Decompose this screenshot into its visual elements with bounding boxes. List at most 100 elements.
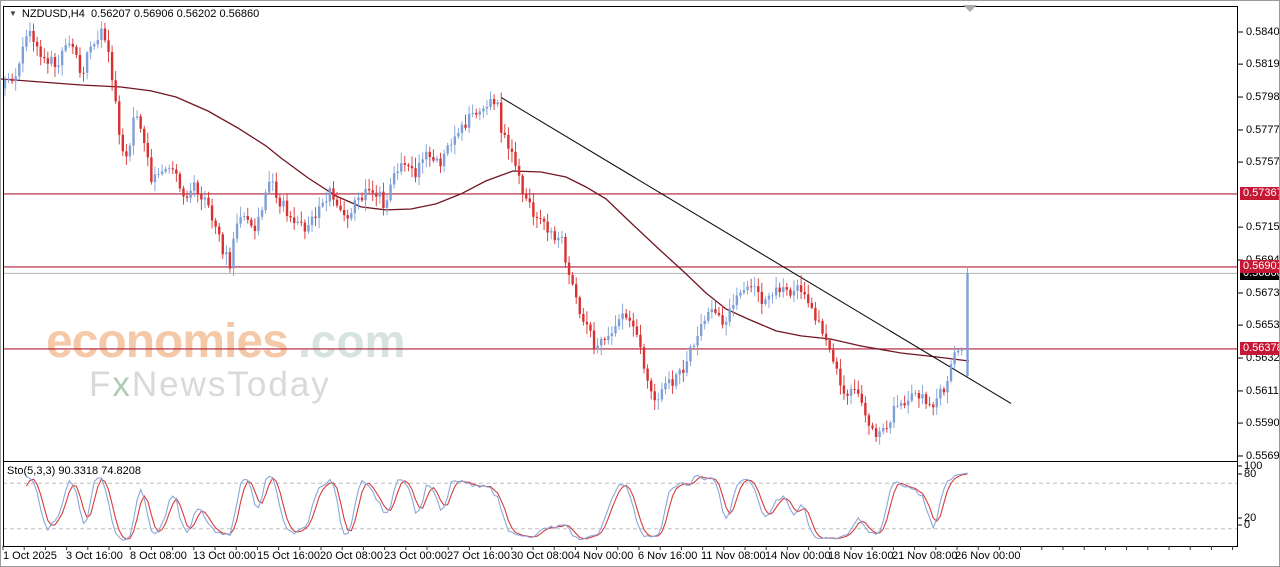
candle-body (667, 379, 671, 384)
candle-body (839, 368, 842, 386)
candle-body (457, 132, 460, 137)
candle-body (603, 338, 606, 341)
candle-body (407, 164, 410, 167)
candle-body (260, 210, 264, 217)
candle-body (382, 191, 385, 209)
candle-body (193, 182, 196, 191)
candle-body (692, 345, 696, 347)
candle-body (82, 72, 85, 74)
candle-body (678, 369, 681, 375)
candle-body (71, 43, 75, 48)
candle-body (221, 234, 224, 255)
candle-body (685, 361, 689, 373)
candle-body (632, 320, 635, 327)
candle-body (935, 398, 938, 408)
candle-body (307, 225, 310, 232)
candle-body (542, 218, 546, 222)
candle-body (717, 312, 721, 316)
candle-body (210, 205, 214, 221)
candle-body (171, 168, 174, 170)
candle-body (949, 364, 953, 382)
candle-body (378, 191, 382, 197)
candle-body (892, 406, 896, 423)
candle-body (749, 286, 753, 288)
candle-body (346, 215, 349, 219)
price-axis-label: 0.57775 (1246, 123, 1280, 136)
candle-body (849, 389, 853, 396)
candle-body (125, 151, 128, 157)
price-axis-label: 0.56735 (1246, 286, 1280, 299)
candle-body (932, 404, 935, 408)
collapse-triangle-icon[interactable]: ▼ (9, 9, 17, 18)
candle-body (857, 389, 860, 394)
candle-body (582, 314, 585, 322)
candle-body (43, 56, 46, 59)
candle-body (557, 237, 560, 241)
candle-body (339, 205, 342, 210)
candle-body (232, 238, 235, 269)
candle-body (321, 202, 324, 207)
candle-body (807, 294, 810, 304)
candle-body (896, 405, 899, 407)
candle-body (910, 393, 913, 401)
candle-body (264, 192, 267, 211)
candle-body (696, 335, 699, 346)
candle-body (921, 394, 924, 399)
candle-body (128, 145, 132, 157)
candle-body (114, 80, 117, 102)
candle-body (432, 156, 435, 161)
candle-body (28, 30, 32, 37)
candle-body (335, 199, 339, 206)
candle-body (7, 78, 10, 80)
candle-body (400, 163, 403, 172)
candle-body (610, 333, 614, 337)
candle-body (157, 174, 160, 175)
time-axis-label: 1 Oct 2025 (3, 550, 57, 562)
candle-body (482, 108, 485, 112)
candle-body (242, 216, 246, 218)
candle-body (778, 287, 781, 293)
time-axis-label: 11 Nov 08:00 (701, 550, 766, 562)
candle-body (357, 197, 360, 201)
candle-body (68, 43, 71, 46)
watermark-tagline: FxNewsToday (89, 365, 331, 404)
candle-body (14, 76, 17, 82)
indicator-label: Sto(5,3,3) 90.3318 74.8208 (7, 465, 141, 477)
candle-body (550, 231, 553, 233)
candle-body (53, 57, 57, 68)
price-axis-label: 0.55905 (1246, 417, 1280, 430)
candle-body (553, 231, 556, 241)
candle-body (939, 388, 942, 399)
candle-body (492, 99, 496, 105)
candle-body (846, 393, 849, 396)
candle-body (882, 427, 885, 432)
candle-body (153, 174, 157, 183)
candle-body (410, 166, 414, 169)
candle-body (425, 151, 428, 160)
indicator-axis-label: 0 (1244, 519, 1251, 531)
candle-body (135, 116, 139, 118)
candle-body (121, 134, 125, 152)
candle-body (889, 422, 892, 429)
candle-body (453, 136, 457, 145)
candle-body (271, 181, 274, 183)
candle-body (164, 169, 167, 172)
candle-body (289, 215, 292, 218)
candle-body (689, 346, 692, 362)
candle-body (899, 403, 903, 406)
candle-body (442, 153, 446, 167)
candle-body (646, 368, 649, 381)
moving-average-line (1, 78, 970, 362)
candle-body (435, 158, 439, 161)
candle-body (18, 63, 21, 77)
candle-body (332, 188, 335, 200)
candle-body (10, 78, 14, 82)
candle-body (403, 163, 407, 165)
time-axis-label: 20 Oct 08:00 (320, 550, 383, 562)
time-axis-label: 8 Oct 08:00 (130, 550, 187, 562)
candle-body (300, 221, 303, 223)
candle-body (546, 221, 549, 233)
scroll-to-end-icon (963, 5, 977, 12)
candle-body (178, 173, 182, 189)
